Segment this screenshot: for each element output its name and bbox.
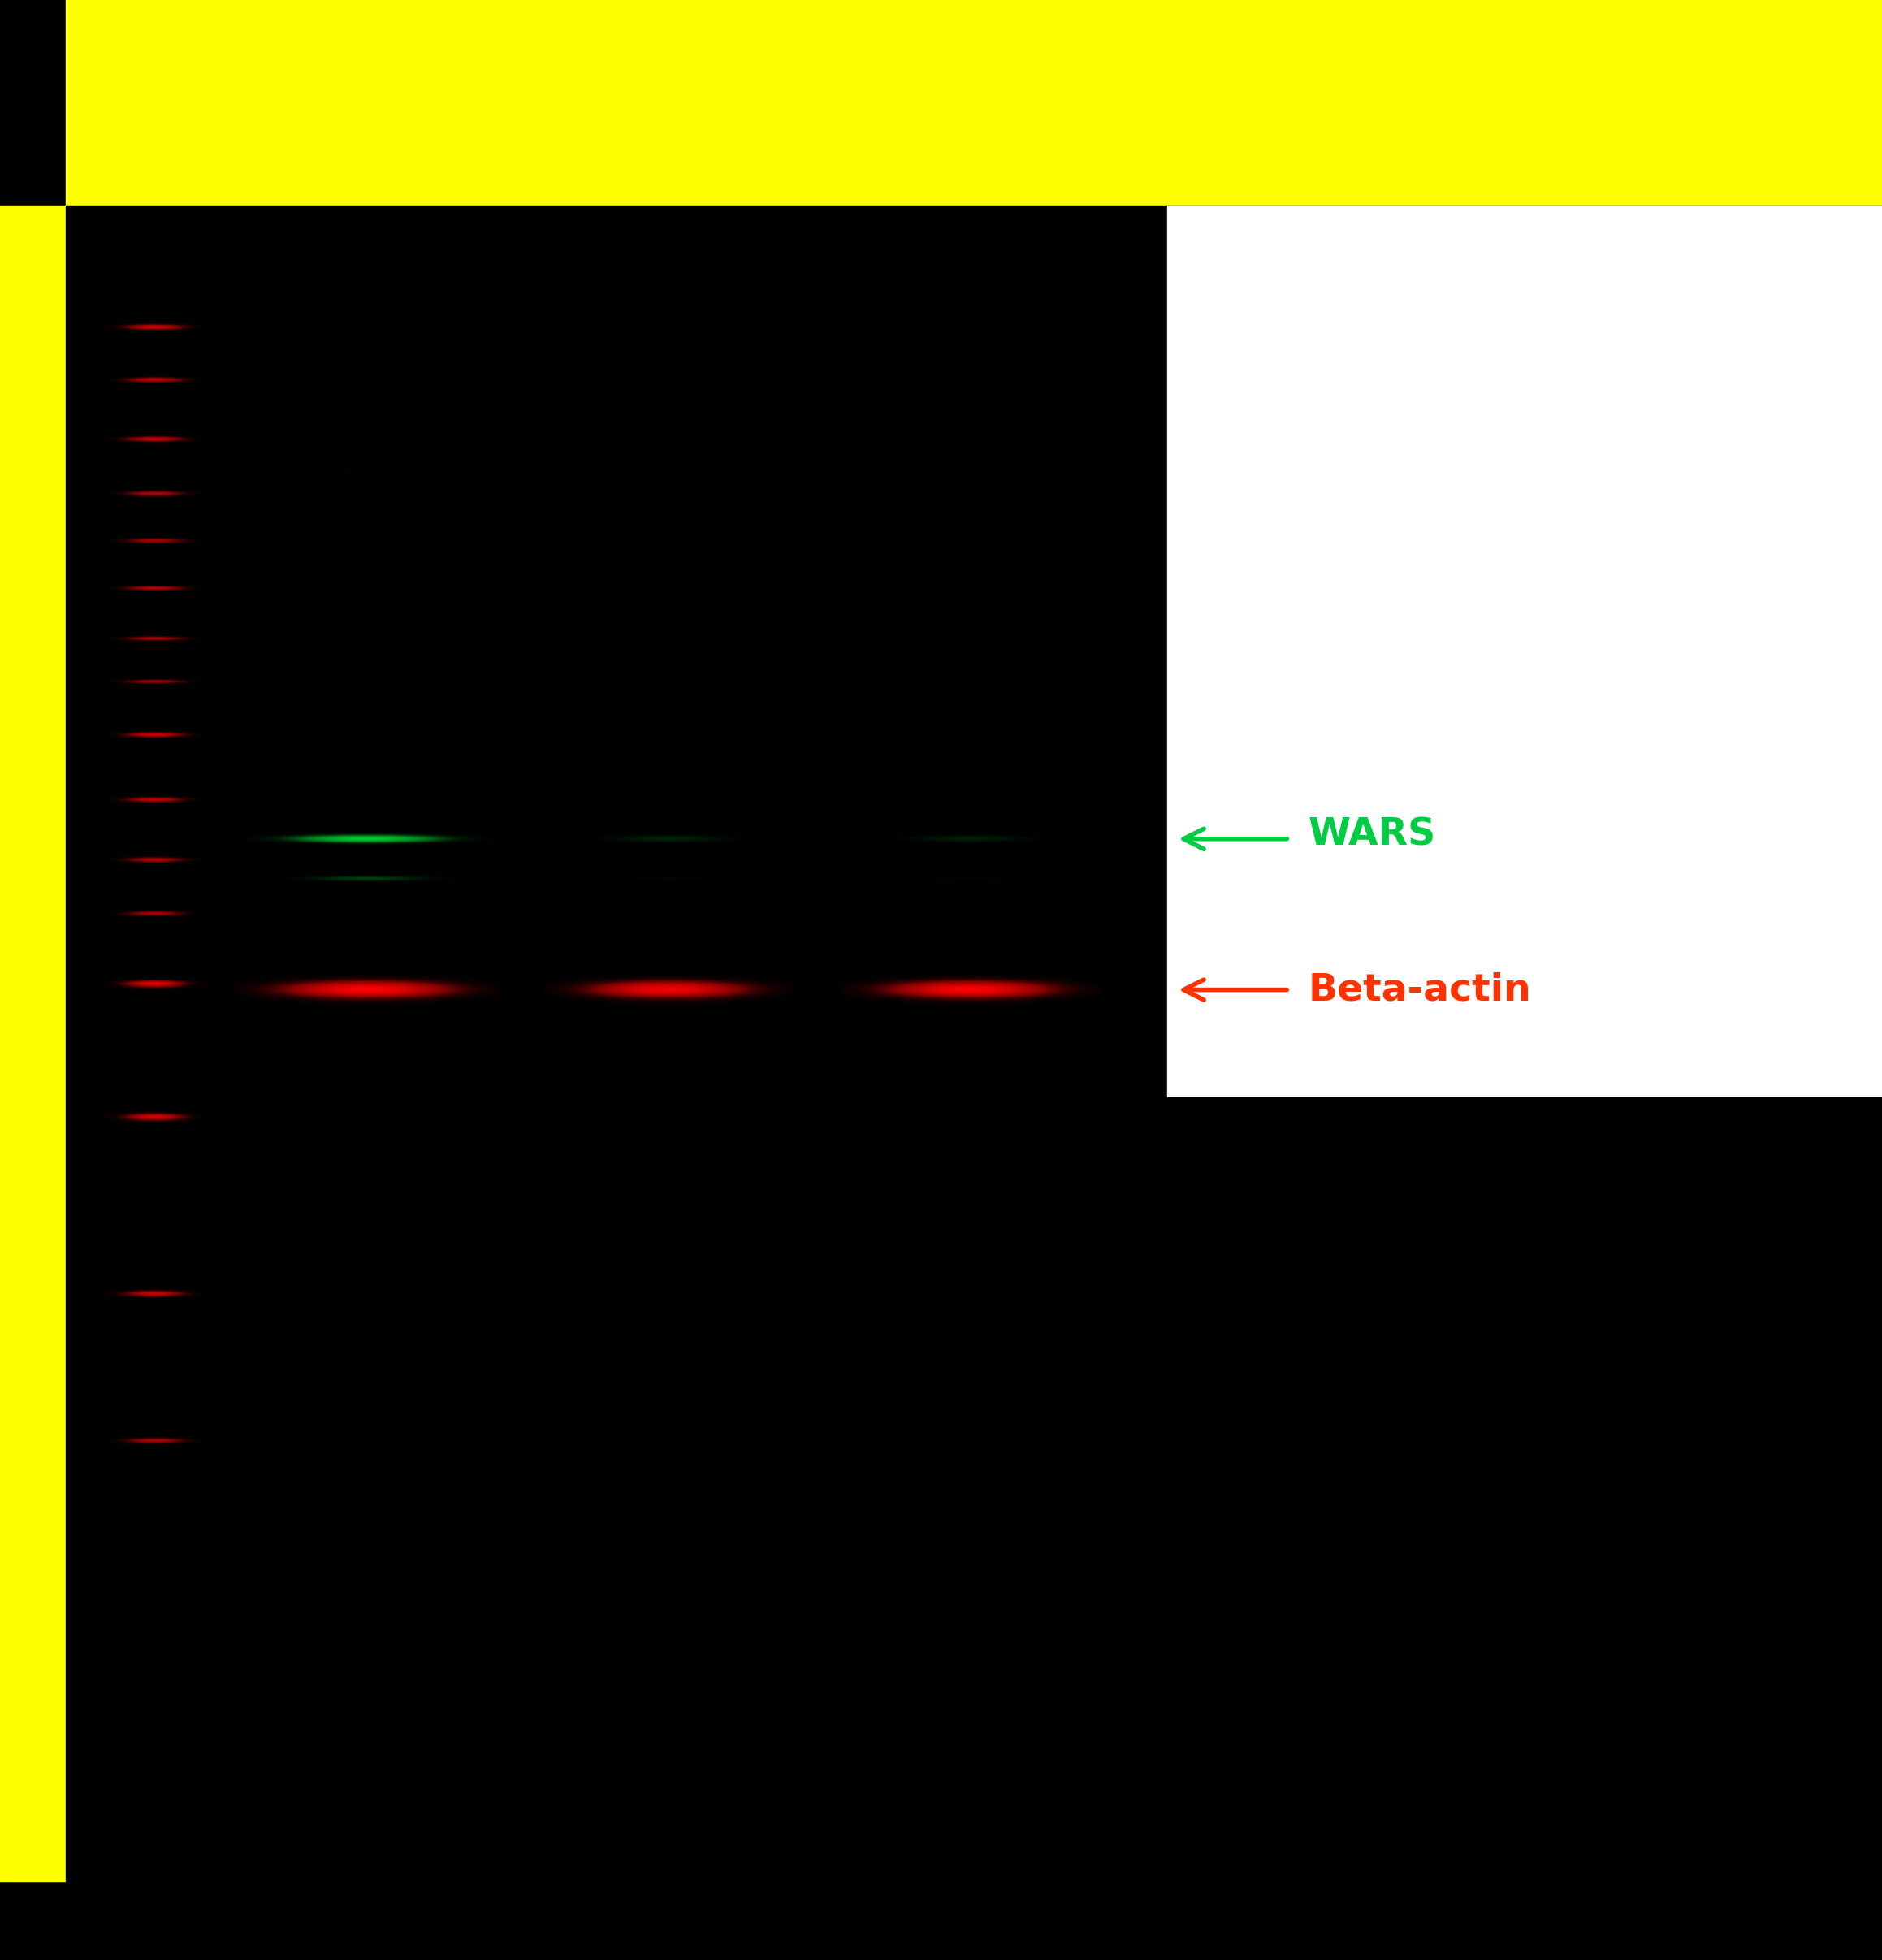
Bar <box>1167 1098 1882 1882</box>
Bar <box>66 206 1882 1882</box>
Text: WARS: WARS <box>1308 817 1436 853</box>
Bar <box>66 0 1882 206</box>
Bar <box>1167 206 1882 1098</box>
Text: Beta-actin: Beta-actin <box>1308 972 1532 1007</box>
Bar <box>0 206 66 1882</box>
